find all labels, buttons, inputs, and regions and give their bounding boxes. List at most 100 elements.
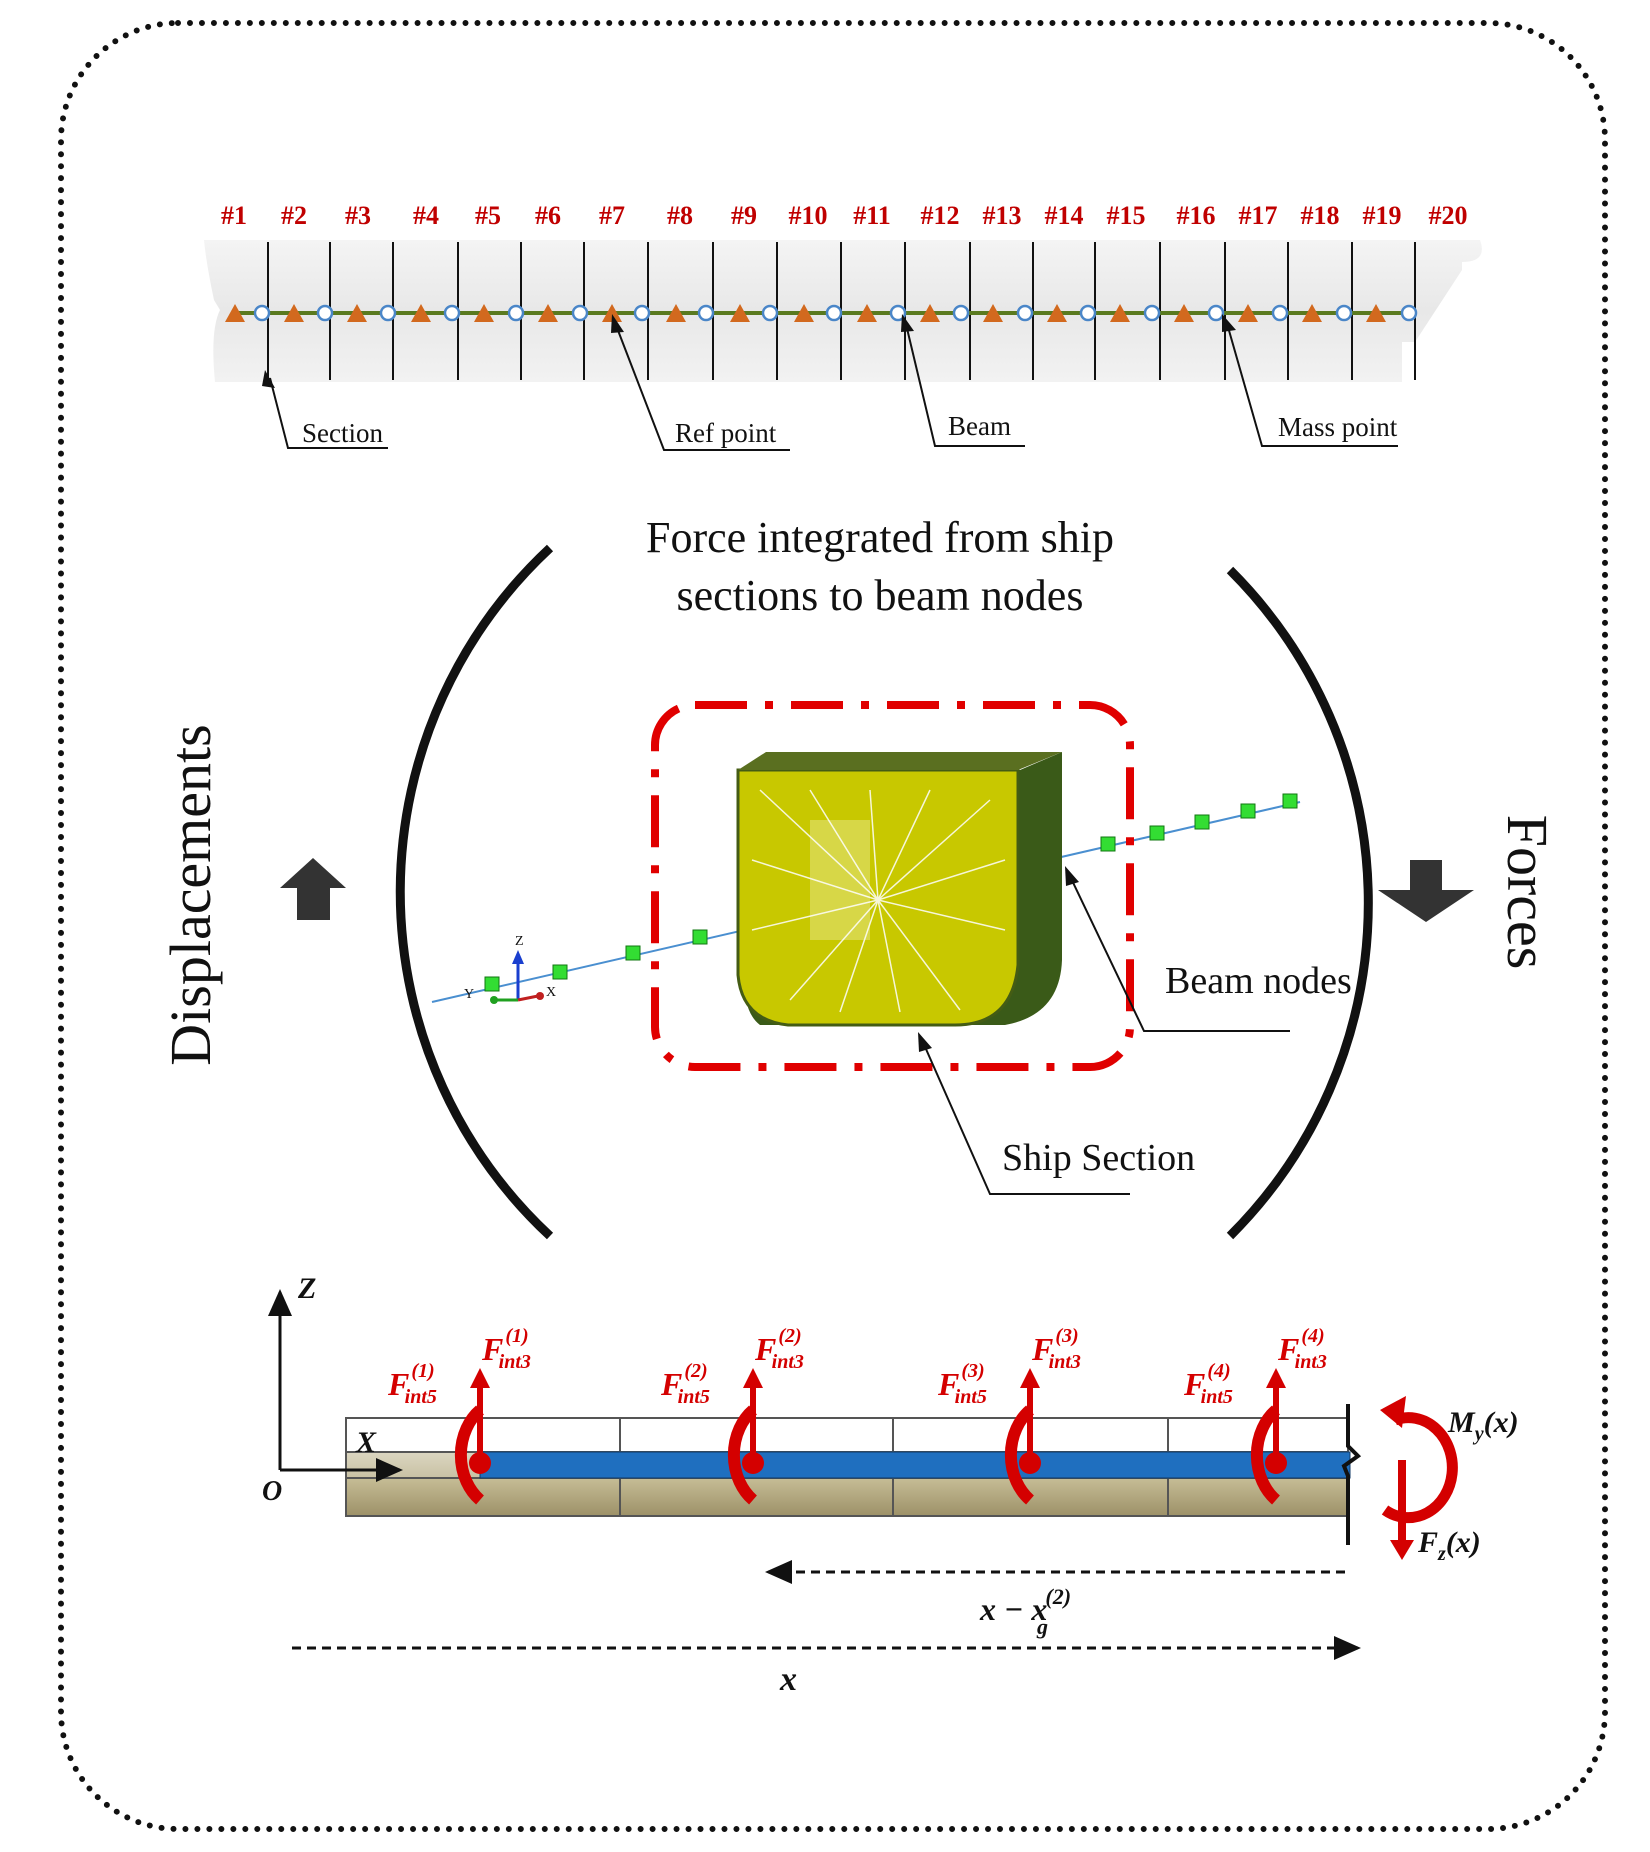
dim-short-label: x − x(2) g: [979, 1584, 1071, 1639]
mass-point-marker: [1271, 304, 1289, 322]
bottom-axis-x-label: X: [355, 1426, 377, 1459]
section-number-label: #11: [853, 201, 891, 230]
callout-beam: Beam: [901, 314, 1025, 447]
beam-node: [625, 945, 641, 961]
ref-point-marker: [284, 304, 304, 322]
section-number-label: #15: [1107, 201, 1146, 230]
section-number-label: #8: [667, 201, 693, 230]
callout-mass-point-label: Mass point: [1278, 412, 1398, 442]
ref-point-marker: [983, 304, 1003, 322]
beam-node: [484, 976, 500, 992]
force-node-dot: [1019, 1452, 1041, 1474]
ref-point-marker: [602, 304, 622, 322]
mass-point-marker: [1335, 304, 1353, 322]
up-arrow-icon: [280, 858, 346, 920]
callout-section: Section: [262, 370, 388, 449]
force-arrowhead: [743, 1368, 763, 1388]
mass-point-marker: [507, 304, 525, 322]
origin-label: O: [262, 1476, 282, 1507]
callout-mass-point: Mass point: [1222, 314, 1398, 447]
ref-point-marker: [1047, 304, 1067, 322]
dim-long-label: x: [779, 1661, 797, 1698]
section-number-label: #12: [921, 201, 960, 230]
beam-blue-core: [479, 1451, 1351, 1479]
ref-point-marker: [730, 304, 750, 322]
force-group: F (1) int3 F (1) int5: [387, 1325, 531, 1505]
f-int3-label: F (3) int3: [1031, 1325, 1081, 1373]
mass-point-marker: [443, 304, 461, 322]
mass-point-marker: [316, 304, 334, 322]
ref-point-marker: [794, 304, 814, 322]
force-arrowhead: [1020, 1368, 1040, 1388]
force-node-dot: [469, 1452, 491, 1474]
section-number-label: #5: [475, 201, 501, 230]
section-number-label: #6: [535, 201, 561, 230]
ref-point-marker: [1302, 304, 1322, 322]
moment-arc: [1381, 1412, 1458, 1524]
axis-y-label: Y: [464, 987, 474, 1002]
beam-node: [692, 929, 708, 945]
ref-point-marker: [474, 304, 494, 322]
mass-point-marker: [379, 304, 397, 322]
mass-point-marker: [1143, 304, 1161, 322]
beam-node: [552, 964, 568, 980]
middle-model: Z Y X Beam nodes Ship Section: [431, 701, 1352, 1195]
moment-hook: [727, 1405, 758, 1505]
beam-node: [1240, 803, 1256, 819]
left-cycle-arc: [395, 544, 554, 1240]
mass-point-marker: [825, 304, 843, 322]
section-number-label: #3: [345, 201, 371, 230]
cycle-top-text-line2: sections to beam nodes: [677, 571, 1084, 620]
force-node-dot: [742, 1452, 764, 1474]
moment-hook: [454, 1405, 485, 1505]
f-int3-label: F (2) int3: [754, 1325, 804, 1373]
f-int5-label: F (2) int5: [660, 1360, 710, 1408]
mass-point-marker: [952, 304, 970, 322]
ref-point-marker: [666, 304, 686, 322]
callout-beam-label: Beam: [948, 411, 1011, 441]
right-cycle-arc: [1226, 566, 1373, 1240]
ref-point-marker: [1366, 304, 1386, 322]
f-int3-label: F (1) int3: [481, 1325, 531, 1373]
ref-point-marker: [1238, 304, 1258, 322]
ship-section-mesh: [751, 789, 1006, 1013]
force-arrowhead: [1266, 1368, 1286, 1388]
mass-point-marker: [1079, 304, 1097, 322]
mass-point-marker: [571, 304, 589, 322]
force-group: F (4) int3 F (4) int5: [1183, 1325, 1327, 1505]
force-arrowhead: [470, 1368, 490, 1388]
mass-point-marker: [253, 304, 271, 322]
force-groups: F (1) int3 F (1) int5 F (2) int3 F (2) int5 F (3) int3…: [387, 1325, 1327, 1505]
section-number-label: #4: [413, 201, 439, 230]
f-int3-label: F (4) int3: [1277, 1325, 1327, 1373]
down-arrow-icon: [1378, 860, 1474, 922]
callout-ship-section: Ship Section: [918, 1032, 1195, 1195]
beam-node: [1282, 793, 1298, 809]
f-int5-label: F (4) int5: [1183, 1360, 1233, 1408]
moment-shear-symbol: [1380, 1396, 1458, 1560]
section-number-label: #13: [983, 201, 1022, 230]
ref-point-marker: [1174, 304, 1194, 322]
force-group: F (2) int3 F (2) int5: [660, 1325, 804, 1505]
axis-z-label: Z: [515, 934, 524, 949]
ship-section-label: Ship Section: [1002, 1137, 1195, 1179]
moment-hook: [1250, 1405, 1281, 1505]
f-int5-label: F (1) int5: [387, 1360, 437, 1408]
mass-point-marker: [1400, 304, 1418, 322]
section-number-label: #14: [1045, 201, 1084, 230]
top-hull-figure: #1 #2 #3 #4 #5 #6 #7 #8 #9 #10 #11 #12 #13 #14 #15 #16 #…: [204, 201, 1482, 451]
section-number-label: #20: [1429, 201, 1468, 230]
ref-point-marker: [347, 304, 367, 322]
ship-section-highlight: [810, 820, 870, 940]
section-labels: #1 #2 #3 #4 #5 #6 #7 #8 #9 #10 #11 #12 #13 #14 #15 #16 #…: [221, 201, 1468, 230]
beam-nodes-label: Beam nodes: [1165, 960, 1352, 1002]
ref-point-marker: [225, 304, 245, 322]
cycle-diagram: Force integrated from ship sections to b…: [158, 513, 1560, 1240]
callout-ref-point-label: Ref point: [675, 418, 777, 448]
beam-cut-end: [1341, 1404, 1362, 1545]
mass-point-marker: [697, 304, 715, 322]
shear-label: Fz(x): [1417, 1526, 1481, 1565]
forces-label: Forces: [1495, 815, 1560, 970]
